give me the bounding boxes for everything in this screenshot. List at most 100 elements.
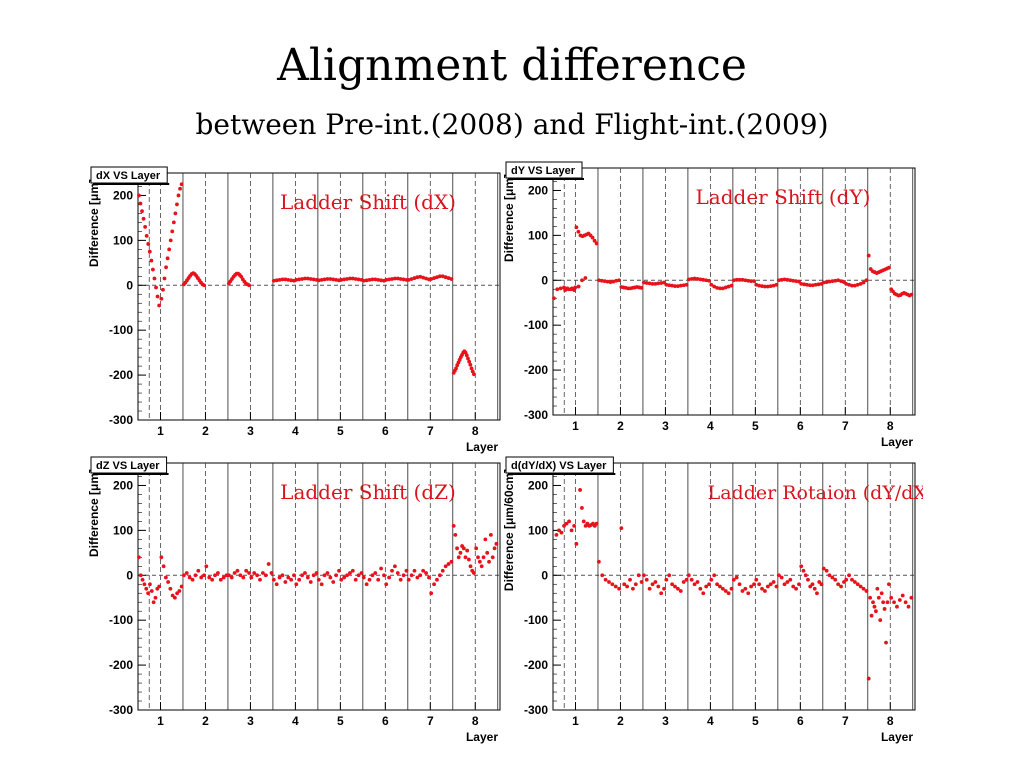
data-point [144, 586, 149, 591]
data-point [876, 595, 881, 600]
data-point [401, 573, 406, 578]
data-point [839, 584, 843, 589]
data-point [847, 573, 851, 578]
data-point [718, 286, 722, 291]
data-point [398, 277, 403, 281]
data-point [277, 575, 282, 580]
data-point [468, 362, 473, 367]
data-point [746, 591, 751, 596]
data-point [855, 582, 860, 587]
data-point [628, 577, 632, 582]
data-point [701, 277, 706, 282]
data-point [734, 575, 739, 580]
y-tick-label: 0 [126, 568, 133, 582]
data-point [342, 277, 347, 282]
y-tick-label: -100 [109, 323, 133, 337]
data-point [342, 575, 347, 580]
data-point [763, 589, 767, 593]
data-point [664, 577, 669, 582]
y-tick-label: -200 [524, 658, 548, 672]
data-point [322, 277, 327, 282]
data-point [794, 279, 798, 284]
data-point [782, 582, 787, 587]
data-point [446, 276, 451, 280]
data-point [379, 566, 383, 571]
data-point [723, 589, 728, 593]
data-point [644, 577, 649, 582]
data-point [166, 580, 171, 584]
data-point [390, 277, 394, 281]
data-point [812, 586, 817, 591]
data-point [771, 283, 776, 288]
data-point [356, 277, 361, 282]
x-tick-label: 6 [797, 419, 804, 433]
data-point [594, 241, 599, 246]
data-point [157, 584, 162, 589]
data-point [143, 224, 148, 229]
data-point [659, 281, 664, 285]
data-point [311, 277, 316, 282]
data-point [675, 586, 680, 591]
data-point [387, 575, 392, 580]
data-point [159, 296, 164, 301]
data-point [218, 577, 223, 582]
data-point [424, 571, 428, 575]
data-point [485, 550, 490, 555]
data-point [802, 282, 807, 287]
x-tick-label: 4 [292, 714, 299, 728]
y-axis-label: Difference [μm/60cm] [503, 469, 516, 591]
data-point [202, 573, 207, 578]
data-point [737, 277, 742, 282]
y-tick-label: -300 [109, 703, 133, 717]
data-point [159, 555, 164, 560]
data-point [263, 573, 268, 578]
y-axis-label: Difference [μm] [88, 179, 101, 267]
data-point [555, 287, 560, 292]
data-point [611, 279, 616, 284]
data-point [280, 573, 285, 578]
data-point [709, 577, 714, 582]
data-point [136, 555, 141, 560]
y-tick-label: 0 [126, 278, 133, 292]
data-point [695, 580, 700, 584]
data-point [572, 523, 577, 528]
data-point [622, 582, 627, 587]
data-point [453, 532, 458, 537]
data-point [350, 568, 355, 573]
x-tick-label: 8 [472, 424, 479, 438]
chart-title: d(dY/dX) VS Layer [511, 460, 607, 472]
x-tick-label: 7 [427, 424, 434, 438]
data-point [844, 281, 849, 286]
y-axis-label: Difference [μm] [88, 469, 101, 557]
data-point [138, 201, 143, 206]
chart-annotation: Ladder Shift (dY) [696, 185, 871, 209]
data-point [833, 278, 838, 283]
data-point [749, 279, 754, 284]
data-point [449, 277, 454, 281]
x-tick-label: 1 [157, 714, 164, 728]
data-point [398, 577, 403, 582]
data-point [647, 586, 652, 591]
data-point [712, 573, 717, 578]
x-tick-label: 3 [247, 714, 254, 728]
x-tick-label: 4 [707, 419, 714, 433]
data-point [574, 541, 579, 546]
data-point [785, 580, 790, 584]
data-point [199, 575, 204, 580]
data-point [774, 282, 779, 287]
data-point [202, 283, 207, 288]
data-point [583, 276, 588, 280]
data-point [799, 564, 804, 569]
data-point [415, 275, 420, 280]
data-point [603, 577, 608, 582]
data-point [472, 372, 476, 377]
data-point [247, 283, 251, 288]
data-point [608, 280, 613, 284]
data-point [303, 276, 307, 281]
data-point [887, 582, 891, 587]
data-point [656, 584, 661, 589]
y-tick-label: 0 [541, 568, 548, 582]
x-tick-label: 4 [707, 714, 714, 728]
y-tick-label: 100 [113, 233, 133, 247]
data-point [147, 249, 152, 254]
